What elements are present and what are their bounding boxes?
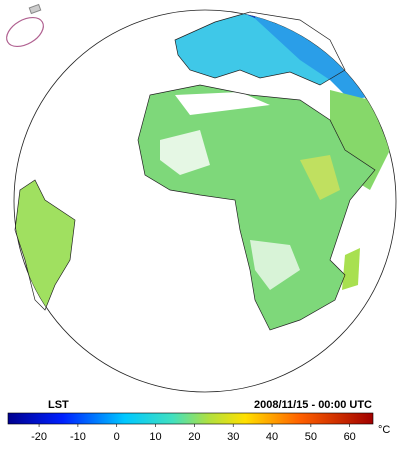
product-title: LST [48,399,69,411]
colorbar-tick-label: 0 [114,431,120,443]
colorbar-tick-label: 10 [149,431,161,443]
colorbar-unit: °C [378,424,390,436]
timestamp: 2008/11/15 - 00:00 UTC [254,399,372,411]
colorbar-tick-label: -10 [70,431,86,443]
colorbar [7,412,374,425]
colorbar-tick-label: 40 [266,431,278,443]
colorbar-tick-label: 50 [305,431,317,443]
colorbar-tick-label: 30 [227,431,239,443]
colorbar-tick-label: 60 [344,431,356,443]
logo [6,3,44,48]
colorbar-tick-label: 20 [188,431,200,443]
globe [13,9,397,393]
colorbar-tick-label: -20 [31,431,47,443]
